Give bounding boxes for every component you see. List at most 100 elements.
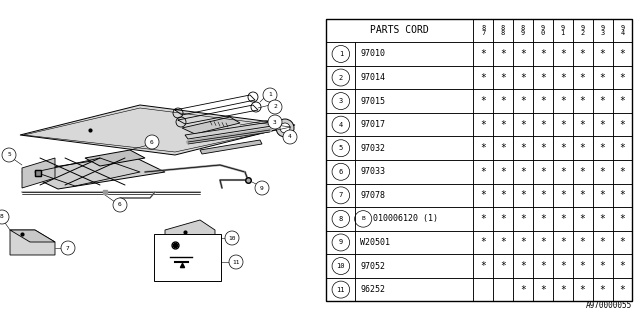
Polygon shape [200, 140, 262, 154]
Text: *: * [620, 73, 625, 83]
Text: *: * [620, 49, 625, 59]
Bar [493, 207, 513, 231]
Bar [473, 19, 493, 42]
Bar [533, 184, 553, 207]
Bar [612, 160, 632, 184]
Bar [553, 207, 573, 231]
Bar [513, 136, 533, 160]
Text: *: * [560, 120, 566, 130]
Text: *: * [500, 237, 506, 247]
Text: *: * [520, 73, 526, 83]
FancyBboxPatch shape [154, 234, 221, 281]
Polygon shape [185, 122, 272, 139]
Bar [326, 231, 355, 254]
Text: 97010: 97010 [360, 50, 385, 59]
Bar [493, 113, 513, 136]
Bar [593, 254, 612, 278]
Text: PARTS CORD: PARTS CORD [371, 25, 429, 36]
Text: *: * [560, 284, 566, 295]
Bar [612, 19, 632, 42]
Text: *: * [500, 49, 506, 59]
Text: *: * [560, 143, 566, 153]
Text: *: * [540, 190, 546, 200]
Polygon shape [10, 230, 55, 242]
Bar [513, 231, 533, 254]
Text: 97078: 97078 [360, 191, 385, 200]
Bar [533, 89, 553, 113]
Text: *: * [500, 167, 506, 177]
Bar [326, 136, 355, 160]
Bar [553, 184, 573, 207]
Bar [355, 89, 473, 113]
Text: 9
1: 9 1 [561, 25, 565, 36]
Text: B: B [362, 216, 365, 221]
Text: A970000055: A970000055 [586, 301, 632, 310]
Bar [553, 89, 573, 113]
Circle shape [61, 241, 75, 255]
Bar [553, 66, 573, 89]
Text: *: * [520, 261, 526, 271]
Bar [326, 113, 355, 136]
Bar [573, 207, 593, 231]
Text: 4: 4 [288, 134, 292, 140]
Text: *: * [620, 143, 625, 153]
Bar [355, 66, 473, 89]
Bar [553, 42, 573, 66]
Bar [573, 184, 593, 207]
Text: *: * [560, 167, 566, 177]
Bar [553, 136, 573, 160]
Bar [473, 136, 493, 160]
Bar [326, 160, 355, 184]
Bar [593, 184, 612, 207]
Text: *: * [600, 261, 605, 271]
Text: *: * [520, 120, 526, 130]
Text: *: * [520, 284, 526, 295]
Bar [553, 113, 573, 136]
Text: *: * [580, 73, 586, 83]
Text: *: * [540, 261, 546, 271]
Polygon shape [85, 150, 145, 166]
Text: 11: 11 [232, 260, 240, 265]
Bar [326, 184, 355, 207]
Bar [612, 42, 632, 66]
Text: 11: 11 [337, 287, 345, 292]
Bar [355, 207, 473, 231]
Bar [493, 42, 513, 66]
Bar [513, 113, 533, 136]
Text: *: * [560, 96, 566, 106]
Bar [513, 184, 533, 207]
Text: *: * [620, 190, 625, 200]
Text: *: * [620, 261, 625, 271]
Bar [612, 254, 632, 278]
Text: *: * [560, 190, 566, 200]
Circle shape [113, 198, 127, 212]
Bar [612, 89, 632, 113]
Bar [533, 42, 553, 66]
Text: 5: 5 [7, 153, 11, 157]
Text: 97032: 97032 [360, 144, 385, 153]
Text: *: * [500, 120, 506, 130]
Text: *: * [480, 143, 486, 153]
Bar [612, 207, 632, 231]
Text: *: * [580, 96, 586, 106]
Bar [493, 19, 513, 42]
Bar [355, 113, 473, 136]
Text: *: * [560, 261, 566, 271]
Text: *: * [520, 143, 526, 153]
Text: 3: 3 [273, 119, 277, 124]
Bar [593, 231, 612, 254]
Bar [473, 113, 493, 136]
Text: *: * [620, 284, 625, 295]
Text: *: * [600, 96, 605, 106]
Text: *: * [540, 214, 546, 224]
Text: *: * [520, 49, 526, 59]
Bar [593, 207, 612, 231]
Bar [533, 207, 553, 231]
Text: 9: 9 [339, 239, 343, 245]
Bar [473, 42, 493, 66]
Bar [573, 136, 593, 160]
Circle shape [276, 119, 294, 137]
Bar [493, 231, 513, 254]
Text: *: * [580, 261, 586, 271]
Text: *: * [600, 143, 605, 153]
